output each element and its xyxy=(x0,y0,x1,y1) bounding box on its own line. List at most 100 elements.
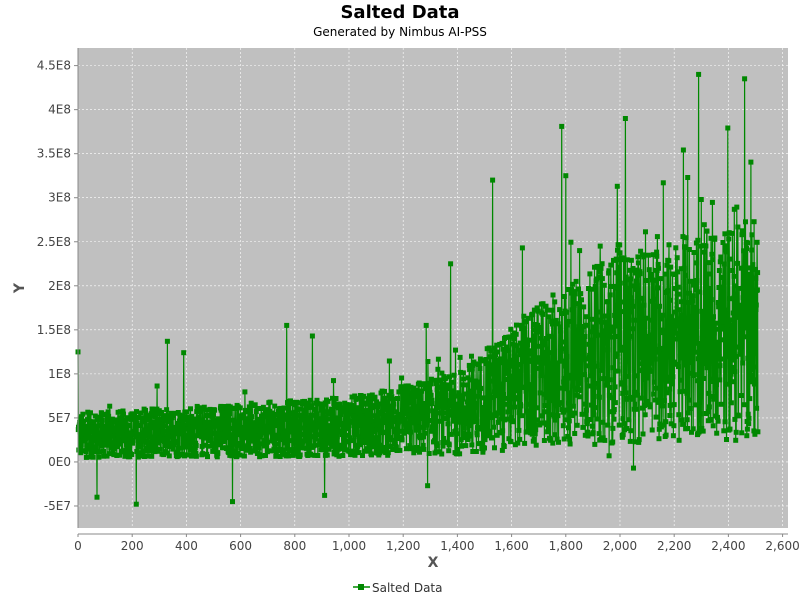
data-point xyxy=(561,379,567,385)
data-point xyxy=(625,285,631,291)
data-point xyxy=(611,416,617,422)
data-point xyxy=(209,441,215,447)
data-point xyxy=(661,328,667,334)
data-point xyxy=(221,425,227,431)
data-point xyxy=(701,249,707,255)
data-point xyxy=(634,282,640,288)
data-point xyxy=(134,409,139,415)
data-point xyxy=(603,320,609,325)
y-tick-label: 5E7 xyxy=(48,411,71,425)
data-point xyxy=(643,337,649,342)
data-point xyxy=(643,229,648,235)
data-point xyxy=(613,256,619,262)
data-point xyxy=(733,353,739,359)
data-point xyxy=(274,412,280,417)
data-point xyxy=(227,411,232,417)
data-point xyxy=(561,436,567,442)
data-point xyxy=(352,432,358,437)
data-point xyxy=(734,292,739,298)
x-tick-label: 0 xyxy=(74,539,82,553)
data-point xyxy=(88,429,94,435)
data-point xyxy=(597,243,603,249)
data-point xyxy=(166,453,172,459)
data-point xyxy=(370,441,376,447)
data-point xyxy=(681,265,687,271)
data-point xyxy=(275,423,280,429)
data-point xyxy=(148,425,154,431)
data-point xyxy=(630,303,636,309)
data-point xyxy=(277,429,283,435)
data-point xyxy=(622,421,628,427)
data-point xyxy=(644,375,650,381)
data-point xyxy=(456,412,461,418)
data-point xyxy=(544,307,550,313)
data-point xyxy=(286,453,292,459)
data-point xyxy=(317,438,323,444)
data-point xyxy=(736,285,742,291)
data-point xyxy=(548,398,554,404)
data-point xyxy=(380,399,386,405)
data-point xyxy=(292,440,298,446)
data-point xyxy=(527,413,532,419)
data-point xyxy=(241,412,247,418)
data-point xyxy=(716,268,722,273)
data-point xyxy=(219,445,225,451)
data-point xyxy=(517,406,523,412)
data-point xyxy=(180,417,186,423)
data-point xyxy=(732,283,738,289)
data-point xyxy=(582,372,587,378)
data-point xyxy=(144,433,150,439)
data-point xyxy=(470,449,476,454)
data-point xyxy=(470,362,476,368)
data-point xyxy=(753,266,758,272)
data-point xyxy=(735,413,741,419)
data-point xyxy=(468,423,474,429)
data-point xyxy=(220,439,226,445)
data-point xyxy=(692,310,698,316)
data-point xyxy=(577,354,583,360)
data-point xyxy=(600,435,606,441)
data-point xyxy=(175,410,181,415)
data-point xyxy=(748,372,754,378)
data-point xyxy=(290,452,296,458)
y-tick-label: 4.5E8 xyxy=(37,59,71,73)
data-point xyxy=(608,284,614,289)
data-point xyxy=(640,431,646,437)
data-point xyxy=(671,402,677,408)
data-point xyxy=(474,419,480,425)
data-point xyxy=(406,395,412,401)
data-point xyxy=(111,452,117,458)
data-point xyxy=(542,391,548,397)
data-point xyxy=(461,425,467,431)
data-point xyxy=(110,419,116,425)
data-point xyxy=(587,342,593,348)
data-point xyxy=(726,236,732,242)
data-point xyxy=(635,254,641,260)
data-point xyxy=(139,415,145,421)
data-point xyxy=(507,334,513,340)
data-point xyxy=(582,432,588,438)
data-point xyxy=(330,395,335,401)
data-point xyxy=(705,307,711,313)
data-point xyxy=(267,399,273,405)
data-point xyxy=(626,417,632,423)
data-point xyxy=(504,416,510,422)
data-point xyxy=(303,445,309,451)
data-point xyxy=(340,453,346,458)
data-point xyxy=(667,402,673,408)
data-point xyxy=(710,423,716,429)
data-point xyxy=(405,388,411,394)
data-point xyxy=(188,406,193,412)
data-point xyxy=(727,426,733,432)
data-point xyxy=(599,276,605,282)
data-point xyxy=(619,434,625,440)
x-axis-ticks: 0 200 400 600 800 1,000 1,200 1,400 1,600 1,800 2,… xyxy=(74,534,800,553)
data-point xyxy=(543,349,549,355)
data-point xyxy=(422,417,428,423)
data-point xyxy=(86,454,92,460)
data-point xyxy=(96,454,102,460)
data-point xyxy=(653,385,659,391)
data-point xyxy=(709,338,715,344)
data-point xyxy=(722,231,728,237)
data-point xyxy=(145,431,151,437)
